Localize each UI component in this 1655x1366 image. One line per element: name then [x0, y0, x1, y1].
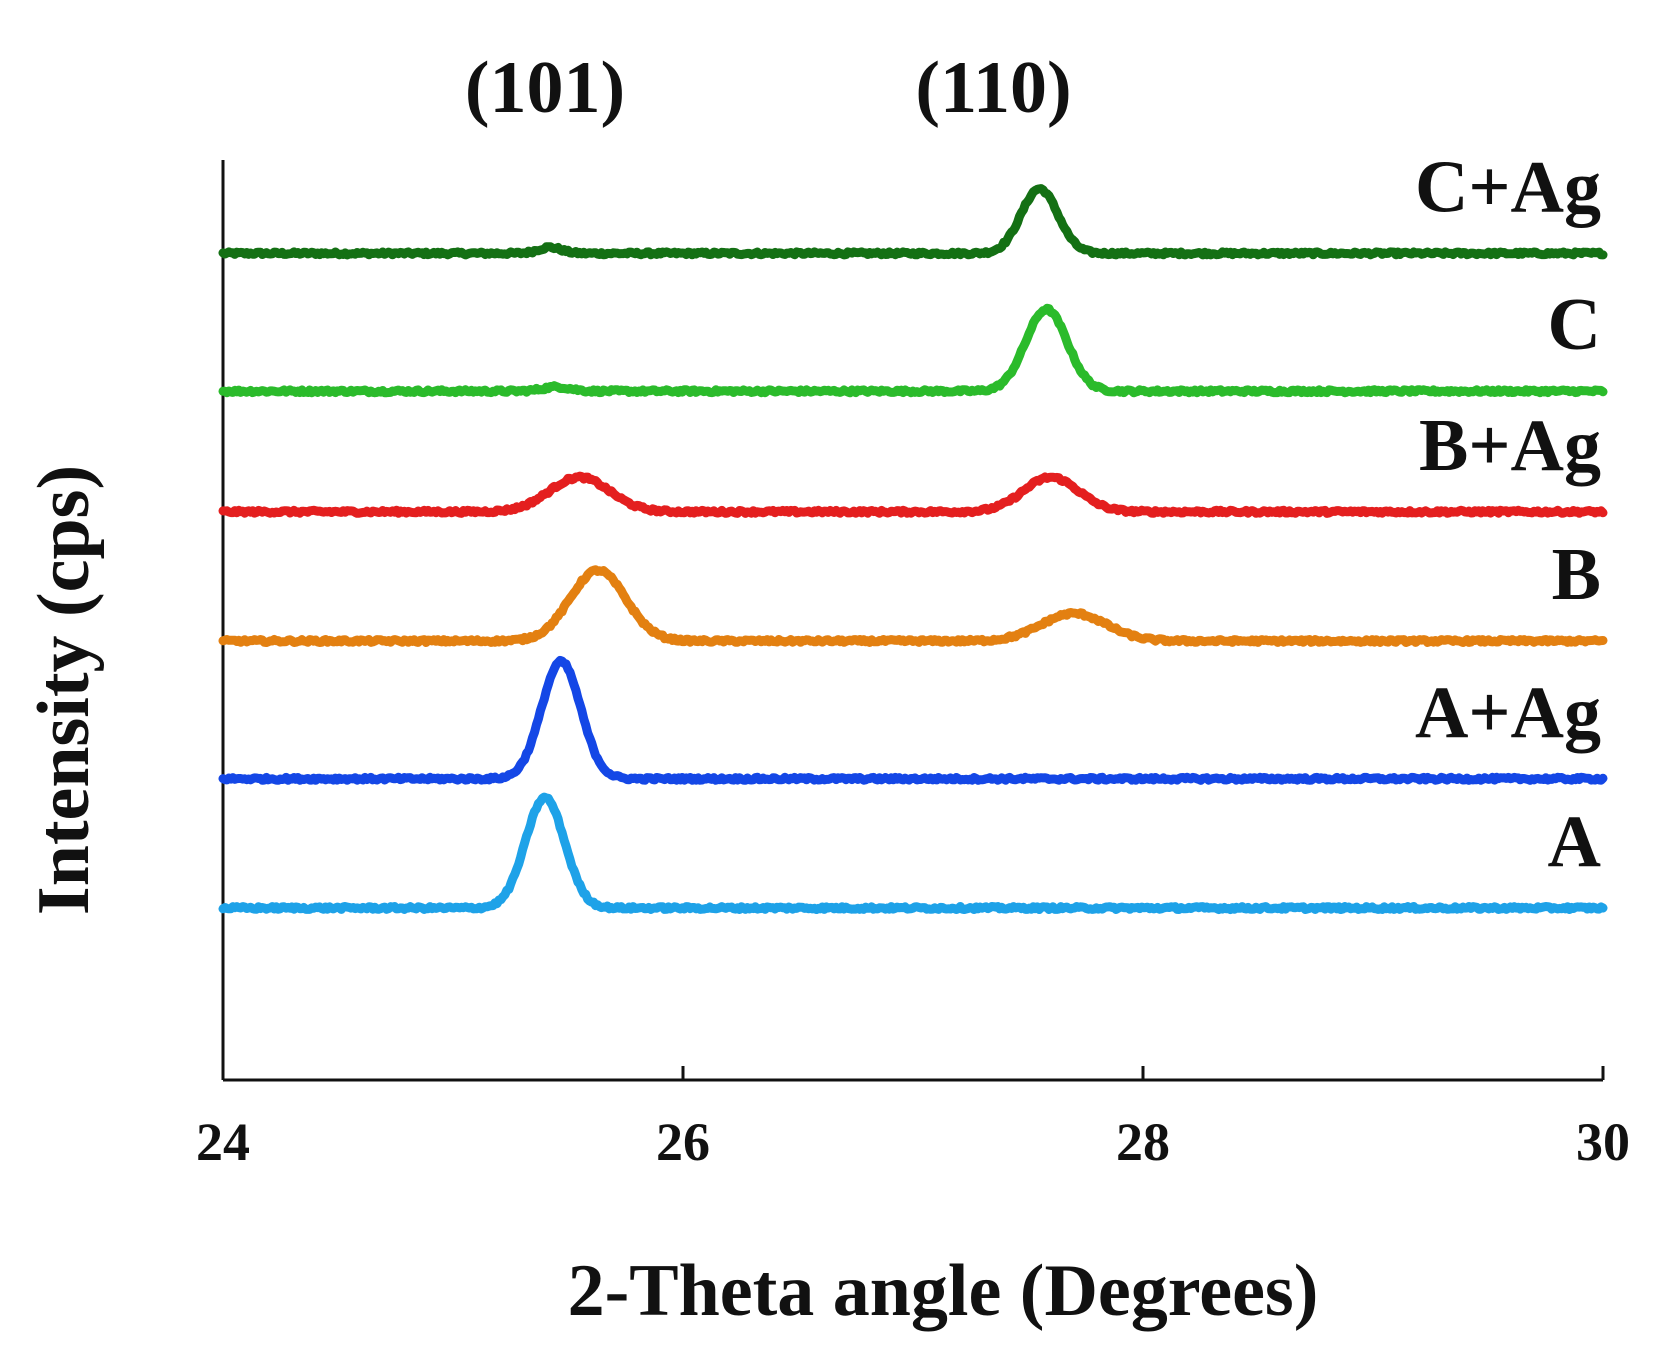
peak-annotation: (101)	[465, 47, 625, 129]
series-line-c-plus-ag	[218, 184, 1608, 260]
y-axis-title: Intensity (cps)	[23, 465, 105, 915]
x-tick-label: 30	[1576, 1112, 1630, 1172]
series-label-c-plus-ag: C+Ag	[1415, 146, 1601, 228]
x-tick-label: 24	[196, 1112, 250, 1172]
peak-annotation: (110)	[915, 47, 1071, 129]
series-line-a	[218, 792, 1608, 914]
series-line-b-plus-ag	[218, 471, 1608, 518]
labels: 24 26 28 30 2-Theta angle (Degrees) Intensity…	[23, 47, 1630, 1332]
axes	[221, 160, 1605, 1082]
series-label-c: C	[1548, 284, 1601, 366]
series-line-b	[218, 565, 1608, 647]
traces	[218, 184, 1608, 914]
x-axis-title: 2-Theta angle (Degrees)	[568, 1250, 1319, 1332]
x-tick-label: 26	[656, 1112, 710, 1172]
series-line-c	[218, 303, 1608, 398]
series-label-a-plus-ag: A+Ag	[1415, 672, 1601, 754]
series-line-a-plus-ag	[218, 655, 1608, 785]
series-label-b: B	[1552, 534, 1601, 616]
x-tick-label: 28	[1116, 1112, 1170, 1172]
series-label-a: A	[1548, 801, 1601, 883]
series-label-b-plus-ag: B+Ag	[1419, 405, 1601, 487]
